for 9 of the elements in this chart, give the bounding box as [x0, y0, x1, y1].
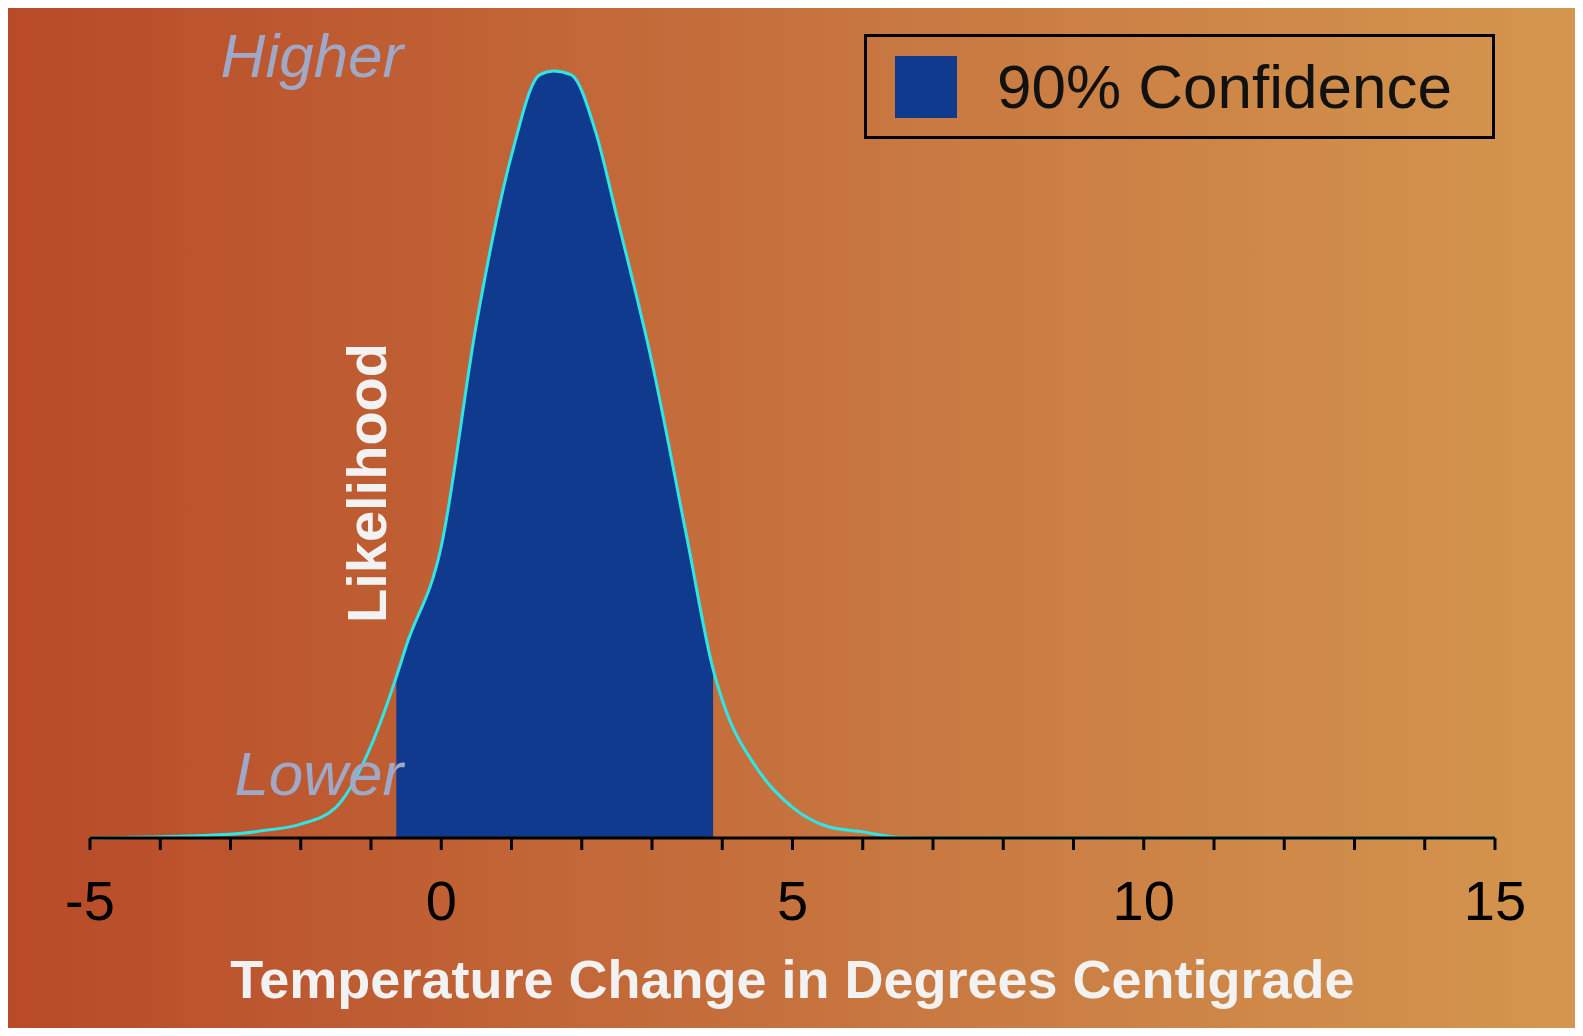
x-tick-label: 0	[425, 868, 457, 932]
x-tick-label: 15	[1463, 868, 1527, 932]
x-axis-title: Temperature Change in Degrees Centigrade	[230, 949, 1355, 1009]
legend-label: 90% Confidence	[997, 51, 1452, 122]
x-tick-label: -5	[65, 868, 115, 932]
y-axis-title: Likelihood	[333, 342, 399, 623]
x-tick-label: 10	[1112, 868, 1175, 932]
x-tick-label: 5	[776, 868, 809, 932]
annotation: Higher	[220, 20, 404, 91]
